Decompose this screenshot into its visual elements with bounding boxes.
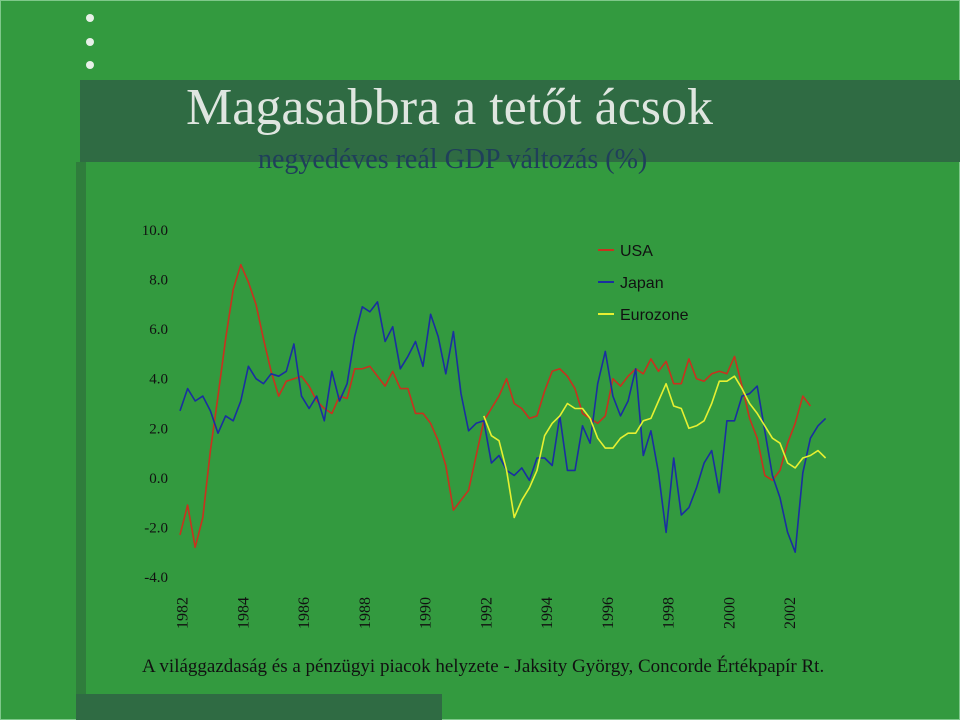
x-axis: 1982 1984 1986 1988 1990 1992 1994 1996 1998 2000… (175, 597, 800, 629)
x-tick-label: 1988 (357, 597, 374, 629)
y-tick-label: 4.0 (149, 372, 168, 388)
bottom-band (76, 694, 442, 720)
x-tick-label: 1984 (235, 597, 252, 629)
series-line-usa (179, 263, 812, 549)
y-axis: 10.0 8.0 6.0 4.0 2.0 0.0 -2.0 -4.0 (142, 223, 168, 586)
y-tick-label: -2.0 (144, 520, 168, 536)
y-tick-label: -4.0 (144, 570, 168, 586)
x-tick-label: 1996 (600, 597, 617, 629)
left-band (76, 162, 86, 702)
x-tick-label: 1998 (661, 597, 678, 629)
legend: USA Japan Eurozone (598, 243, 689, 324)
legend-label-eurozone: Eurozone (620, 307, 689, 324)
bullet-dot (86, 14, 94, 22)
slide-title: Magasabbra a tetőt ácsok (186, 79, 714, 136)
series-line-eurozone (483, 375, 827, 519)
legend-label-usa: USA (620, 243, 653, 260)
y-tick-label: 8.0 (149, 273, 168, 289)
x-tick-label: 1990 (418, 597, 435, 629)
x-tick-label: 1994 (539, 597, 556, 629)
legend-label-japan: Japan (620, 275, 664, 292)
y-tick-label: 2.0 (149, 421, 168, 437)
title-band (80, 80, 960, 162)
x-tick-label: 2002 (782, 597, 799, 629)
y-tick-label: 0.0 (149, 471, 168, 487)
x-tick-label: 1982 (175, 597, 192, 629)
bullet-dot (86, 61, 94, 69)
y-tick-label: 10.0 (142, 223, 168, 239)
x-tick-label: 2000 (721, 597, 738, 629)
gdp-line-chart: 10.0 8.0 6.0 4.0 2.0 0.0 -2.0 -4.0 1982 1984 1986… (142, 223, 827, 629)
footer-caption: A világgazdaság és a pénzügyi piacok hel… (142, 656, 825, 677)
chart-subtitle: negyedéves reál GDP változás (%) (258, 144, 648, 175)
y-tick-label: 6.0 (149, 322, 168, 338)
bullet-dot (86, 38, 94, 46)
series-line-japan (179, 301, 827, 554)
x-tick-label: 1992 (478, 597, 495, 629)
series-lines (179, 263, 827, 554)
x-tick-label: 1986 (296, 597, 313, 629)
